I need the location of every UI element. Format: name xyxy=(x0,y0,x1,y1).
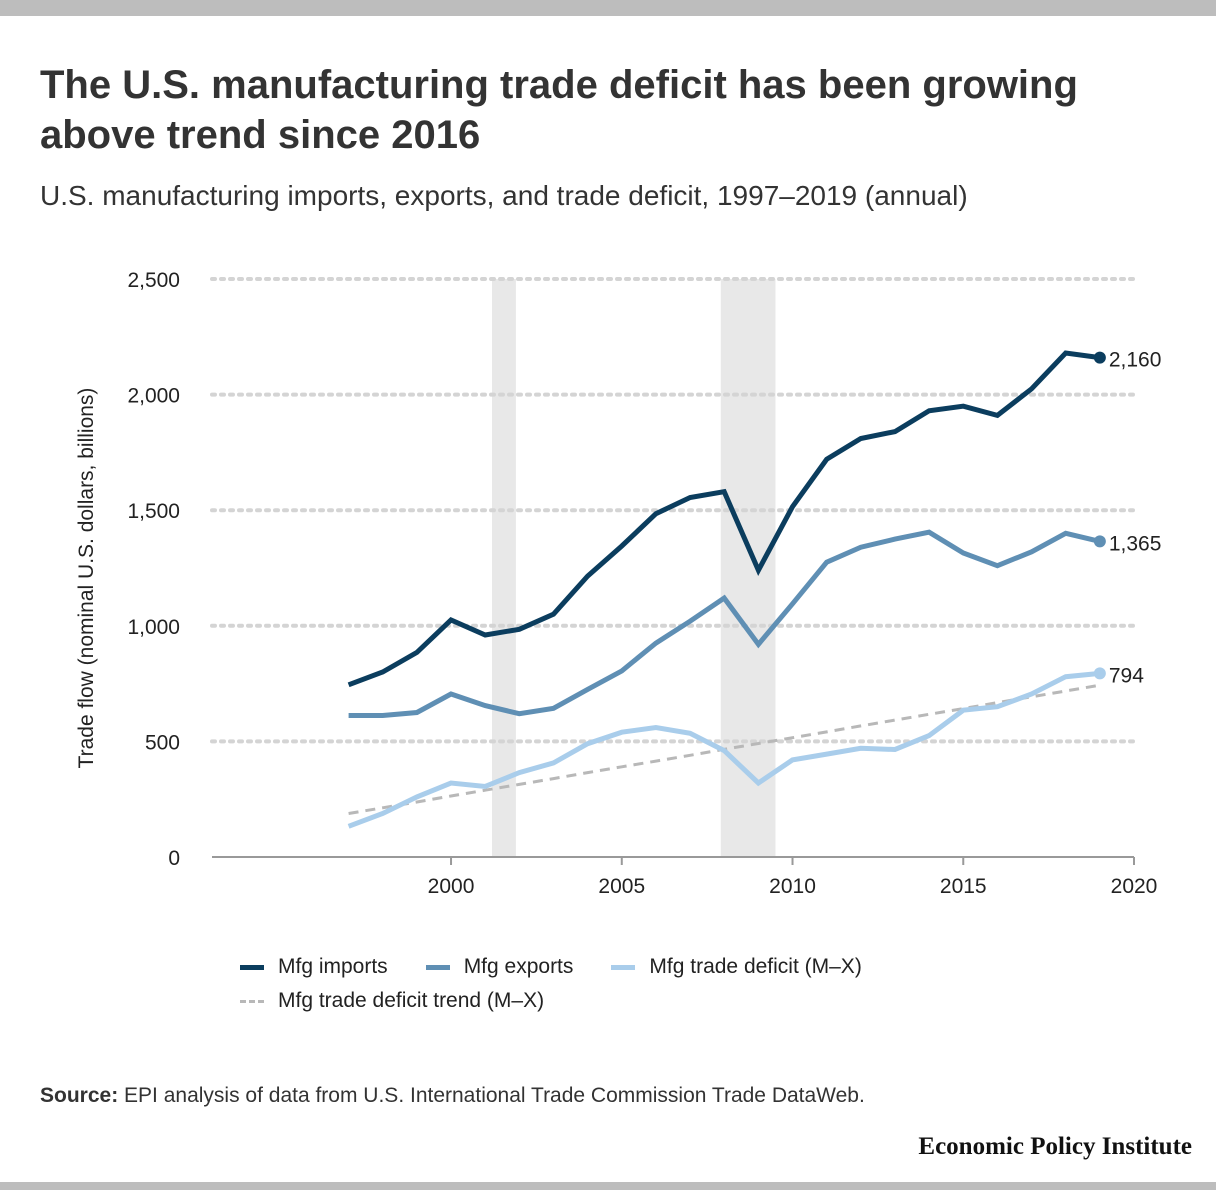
legend-swatch-trend xyxy=(240,999,264,1003)
source-note: Source: EPI analysis of data from U.S. I… xyxy=(40,1084,865,1108)
recession-band-1 xyxy=(492,279,516,857)
legend-label-imports: Mfg imports xyxy=(278,955,388,978)
legend-label-deficit: Mfg trade deficit (M–X) xyxy=(649,955,862,978)
source-label: Source: xyxy=(40,1084,119,1107)
series-line-imports xyxy=(347,350,1101,688)
legend: Mfg imports Mfg exports Mfg trade defici… xyxy=(240,950,1140,1018)
y-tick-label: 2,500 xyxy=(127,269,180,292)
series-line-deficit xyxy=(347,670,1101,829)
series-line-exports xyxy=(348,529,1101,718)
legend-label-trend: Mfg trade deficit trend (M–X) xyxy=(278,989,545,1012)
x-tick-label: 2000 xyxy=(428,875,475,898)
legend-item-trend: Mfg trade deficit trend (M–X) xyxy=(240,989,544,1013)
legend-item-deficit: Mfg trade deficit (M–X) xyxy=(611,955,862,979)
recession-band-2 xyxy=(720,279,776,857)
end-point-exports xyxy=(1093,535,1106,548)
legend-swatch-imports xyxy=(240,964,264,970)
top-border xyxy=(0,0,1216,16)
end-label-deficit: 794 xyxy=(1109,664,1144,687)
bottom-border xyxy=(0,1182,1216,1190)
y-tick-label: 500 xyxy=(145,731,180,754)
y-tick-label: 0 xyxy=(168,847,180,870)
legend-swatch-deficit xyxy=(611,964,636,970)
chart-subtitle: U.S. manufacturing imports, exports, and… xyxy=(40,180,968,211)
legend-item-exports: Mfg exports xyxy=(425,955,574,979)
end-label-imports: 2,160 xyxy=(1109,349,1162,372)
chart-title: The U.S. manufacturing trade deficit has… xyxy=(40,63,1078,157)
source-text: EPI analysis of data from U.S. Internati… xyxy=(124,1084,865,1107)
y-tick-label: 1,000 xyxy=(127,616,180,639)
x-tick-label: 2010 xyxy=(769,875,816,898)
end-point-deficit xyxy=(1093,667,1106,680)
legend-label-exports: Mfg exports xyxy=(463,955,574,978)
end-label-exports: 1,365 xyxy=(1109,532,1162,555)
brand-logo: Economic Policy Institute xyxy=(918,1133,1192,1160)
legend-item-imports: Mfg imports xyxy=(240,955,388,979)
end-point-imports xyxy=(1093,351,1106,364)
y-tick-label: 2,000 xyxy=(127,385,180,408)
x-tick-label: 2015 xyxy=(940,875,987,898)
x-tick-label: 2020 xyxy=(1111,875,1158,898)
y-axis-label: Trade flow (nominal U.S. dollars, billio… xyxy=(75,388,98,769)
legend-swatch-exports xyxy=(425,964,450,970)
x-tick-label: 2005 xyxy=(598,875,645,898)
y-tick-label: 1,500 xyxy=(127,500,180,523)
line-chart: 0 500 1,000 1,500 2,000 2,500 2000 2005 2010 2015… xyxy=(75,269,1162,898)
